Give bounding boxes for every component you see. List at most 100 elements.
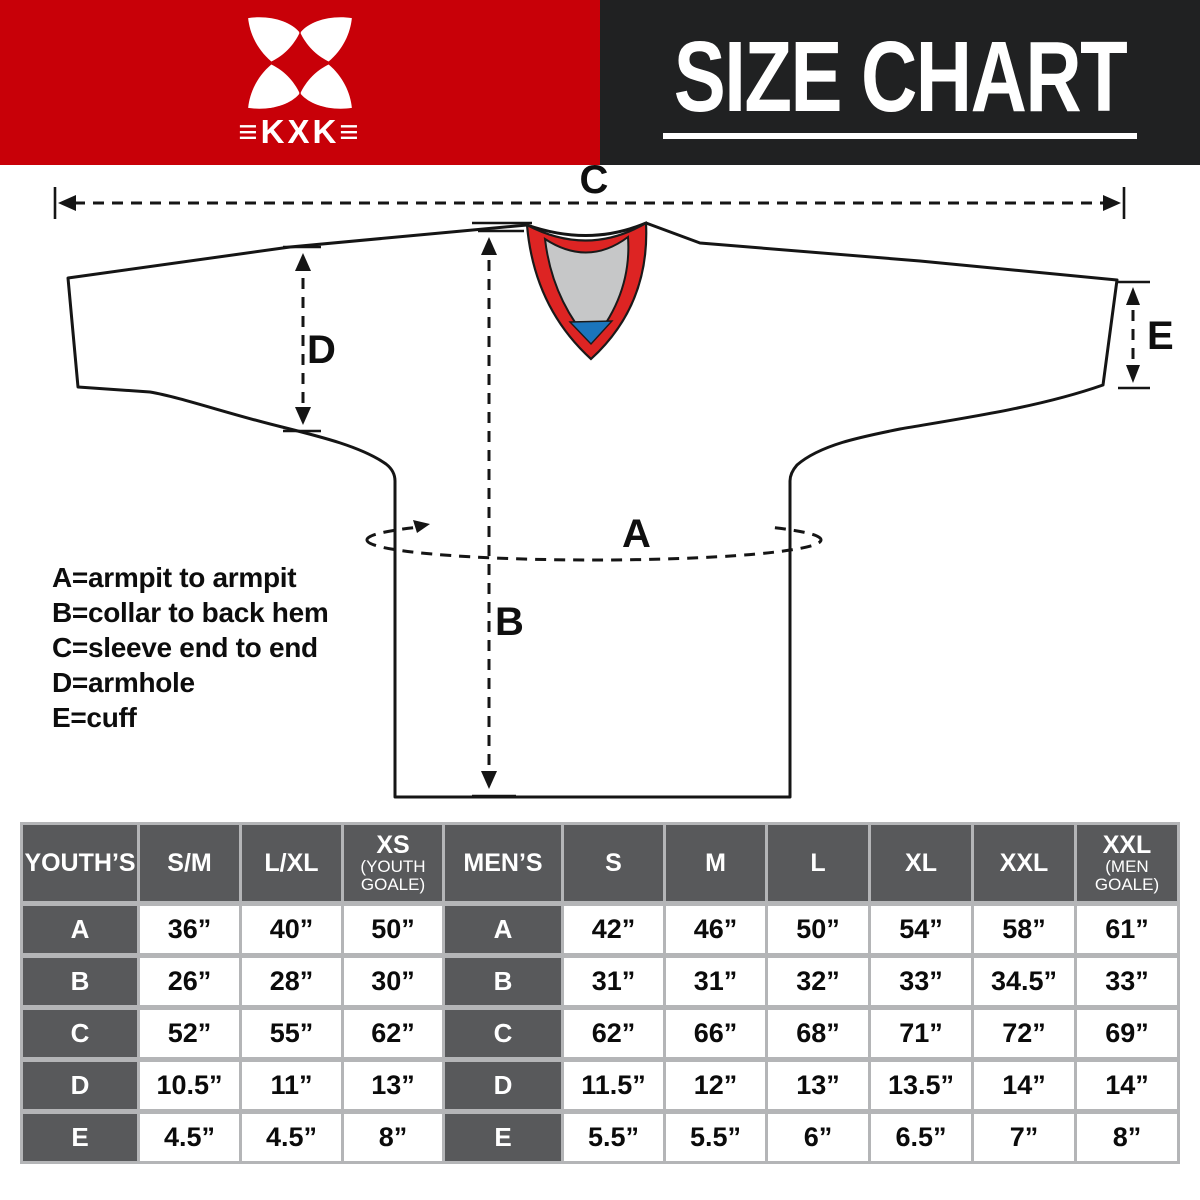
legend-line-b: B=collar to back hem (52, 597, 329, 628)
row-label: A (445, 906, 561, 953)
size-cell: 33” (871, 958, 971, 1005)
size-cell: 8” (1077, 1114, 1177, 1161)
size-cell: 14” (1077, 1062, 1177, 1109)
row-label: B (445, 958, 561, 1005)
size-cell: 62” (564, 1010, 663, 1057)
size-cell: 31” (564, 958, 663, 1005)
size-cell: 4.5” (140, 1114, 239, 1161)
legend-line-a: A=armpit to armpit (52, 562, 297, 593)
row-label: E (445, 1114, 561, 1161)
brand-panel: ≡KXK≡ (0, 0, 600, 165)
row-label: C (23, 1010, 137, 1057)
measurement-legend: A=armpit to armpit B=collar to back hem … (52, 560, 329, 735)
youth-group-header: YOUTH’S (23, 825, 137, 901)
row-label: E (23, 1114, 137, 1161)
size-cell: 6.5” (871, 1114, 971, 1161)
col-header-xs-youth-goalie: XS (YOUTH GOALE) (344, 825, 442, 901)
size-cell: 14” (974, 1062, 1074, 1109)
size-cell: 46” (666, 906, 765, 953)
label-b: B (495, 600, 524, 644)
size-cell: 42” (564, 906, 663, 953)
jersey-outline (66, 221, 1119, 799)
size-cell: 8” (344, 1114, 442, 1161)
size-cell: 12” (666, 1062, 765, 1109)
legend-line-c: C=sleeve end to end (52, 632, 318, 663)
size-cell: 13.5” (871, 1062, 971, 1109)
title-panel: SIZE CHART (600, 0, 1200, 165)
size-cell: 11.5” (564, 1062, 663, 1109)
size-cell: 54” (871, 906, 971, 953)
size-cell: 71” (871, 1010, 971, 1057)
measure-arrow-d: D (283, 245, 336, 433)
size-cell: 55” (242, 1010, 341, 1057)
size-table: YOUTH’S S/M L/XL XS (YOUTH GOALE) MEN’S … (20, 822, 1180, 1164)
size-cell: 26” (140, 958, 239, 1005)
size-cell: 36” (140, 906, 239, 953)
col-header: L (768, 825, 868, 901)
col-header: S/M (140, 825, 239, 901)
header-banner: ≡KXK≡ SIZE CHART (0, 0, 1200, 165)
row-label: D (445, 1062, 561, 1109)
label-a: A (622, 512, 651, 556)
size-cell: 61” (1077, 906, 1177, 953)
size-cell: 33” (1077, 958, 1177, 1005)
label-c: C (580, 165, 609, 202)
measure-arrow-b: B (472, 221, 532, 798)
col-header-sub: (MEN GOALE) (1094, 856, 1160, 894)
size-cell: 68” (768, 1010, 868, 1057)
size-cell: 11” (242, 1062, 341, 1109)
page-title: SIZE CHART (673, 20, 1128, 133)
title-underline (663, 132, 1137, 139)
row-label: D (23, 1062, 137, 1109)
size-cell: 62” (344, 1010, 442, 1057)
size-cell: 32” (768, 958, 868, 1005)
col-header-main: XXL (1102, 830, 1152, 859)
label-d: D (307, 328, 336, 372)
col-header: XL (871, 825, 971, 901)
size-cell: 13” (768, 1062, 868, 1109)
legend-line-d: D=armhole (52, 667, 195, 698)
col-header: M (666, 825, 765, 901)
legend-line-e: E=cuff (52, 702, 137, 733)
size-cell: 10.5” (140, 1062, 239, 1109)
col-header: L/XL (242, 825, 341, 901)
size-cell: 66” (666, 1010, 765, 1057)
size-cell: 50” (768, 906, 868, 953)
col-header-xxl-men-goalie: XXL (MEN GOALE) (1077, 825, 1177, 901)
size-cell: 50” (344, 906, 442, 953)
measure-arrow-c: C (53, 165, 1126, 219)
size-cell: 28” (242, 958, 341, 1005)
size-cell: 52” (140, 1010, 239, 1057)
kxk-logo-icon (248, 16, 352, 109)
collar-inner (543, 235, 630, 345)
size-cell: 5.5” (666, 1114, 765, 1161)
size-cell: 13” (344, 1062, 442, 1109)
collar (525, 221, 648, 361)
size-cell: 5.5” (564, 1114, 663, 1161)
measure-arrow-a: A (365, 512, 823, 562)
collar-insert (568, 320, 614, 346)
size-cell: 4.5” (242, 1114, 341, 1161)
measure-arrow-e: E (1118, 280, 1174, 390)
size-cell: 6” (768, 1114, 868, 1161)
row-label: C (445, 1010, 561, 1057)
col-header: XXL (974, 825, 1074, 901)
row-label: A (23, 906, 137, 953)
size-cell: 69” (1077, 1010, 1177, 1057)
size-cell: 30” (344, 958, 442, 1005)
label-e: E (1147, 314, 1174, 358)
size-cell: 72” (974, 1010, 1074, 1057)
size-cell: 7” (974, 1114, 1074, 1161)
size-cell: 58” (974, 906, 1074, 953)
size-cell: 31” (666, 958, 765, 1005)
size-cell: 40” (242, 906, 341, 953)
row-label: B (23, 958, 137, 1005)
men-group-header: MEN’S (445, 825, 561, 901)
col-header-sub: (YOUTH GOALE) (360, 856, 426, 894)
size-cell: 34.5” (974, 958, 1074, 1005)
jersey-measurement-diagram: C D E (53, 165, 1174, 799)
col-header-main: XS (376, 830, 410, 859)
brand-wordmark: ≡KXK≡ (238, 112, 362, 150)
col-header: S (564, 825, 663, 901)
